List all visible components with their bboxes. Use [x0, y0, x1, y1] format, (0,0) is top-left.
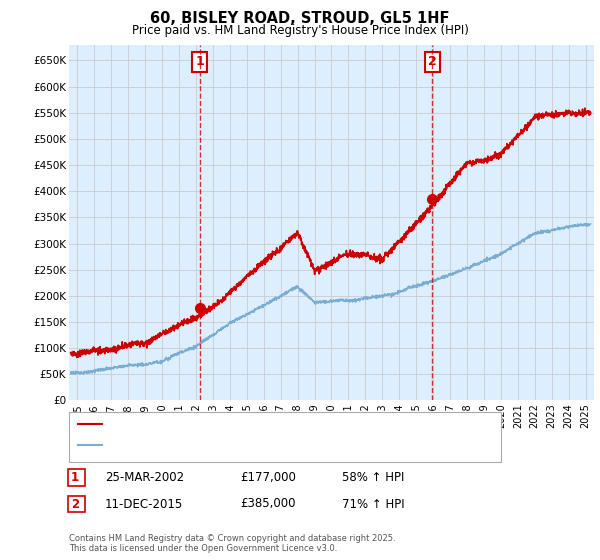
Text: Contains HM Land Registry data © Crown copyright and database right 2025.
This d: Contains HM Land Registry data © Crown c… [69, 534, 395, 553]
Text: 1: 1 [71, 470, 79, 484]
Text: 60, BISLEY ROAD, STROUD, GL5 1HF (semi-detached house): 60, BISLEY ROAD, STROUD, GL5 1HF (semi-d… [106, 419, 419, 430]
Text: 11-DEC-2015: 11-DEC-2015 [105, 497, 183, 511]
Text: 71% ↑ HPI: 71% ↑ HPI [342, 497, 404, 511]
Text: 58% ↑ HPI: 58% ↑ HPI [342, 470, 404, 484]
Text: £385,000: £385,000 [240, 497, 296, 511]
Text: 1: 1 [196, 55, 204, 68]
Text: 2: 2 [428, 55, 437, 68]
Text: £177,000: £177,000 [240, 470, 296, 484]
Text: 2: 2 [71, 497, 79, 511]
Text: Price paid vs. HM Land Registry's House Price Index (HPI): Price paid vs. HM Land Registry's House … [131, 24, 469, 36]
Text: HPI: Average price, semi-detached house, Stroud: HPI: Average price, semi-detached house,… [106, 440, 362, 450]
Text: 25-MAR-2002: 25-MAR-2002 [105, 470, 184, 484]
Text: 60, BISLEY ROAD, STROUD, GL5 1HF: 60, BISLEY ROAD, STROUD, GL5 1HF [150, 11, 450, 26]
